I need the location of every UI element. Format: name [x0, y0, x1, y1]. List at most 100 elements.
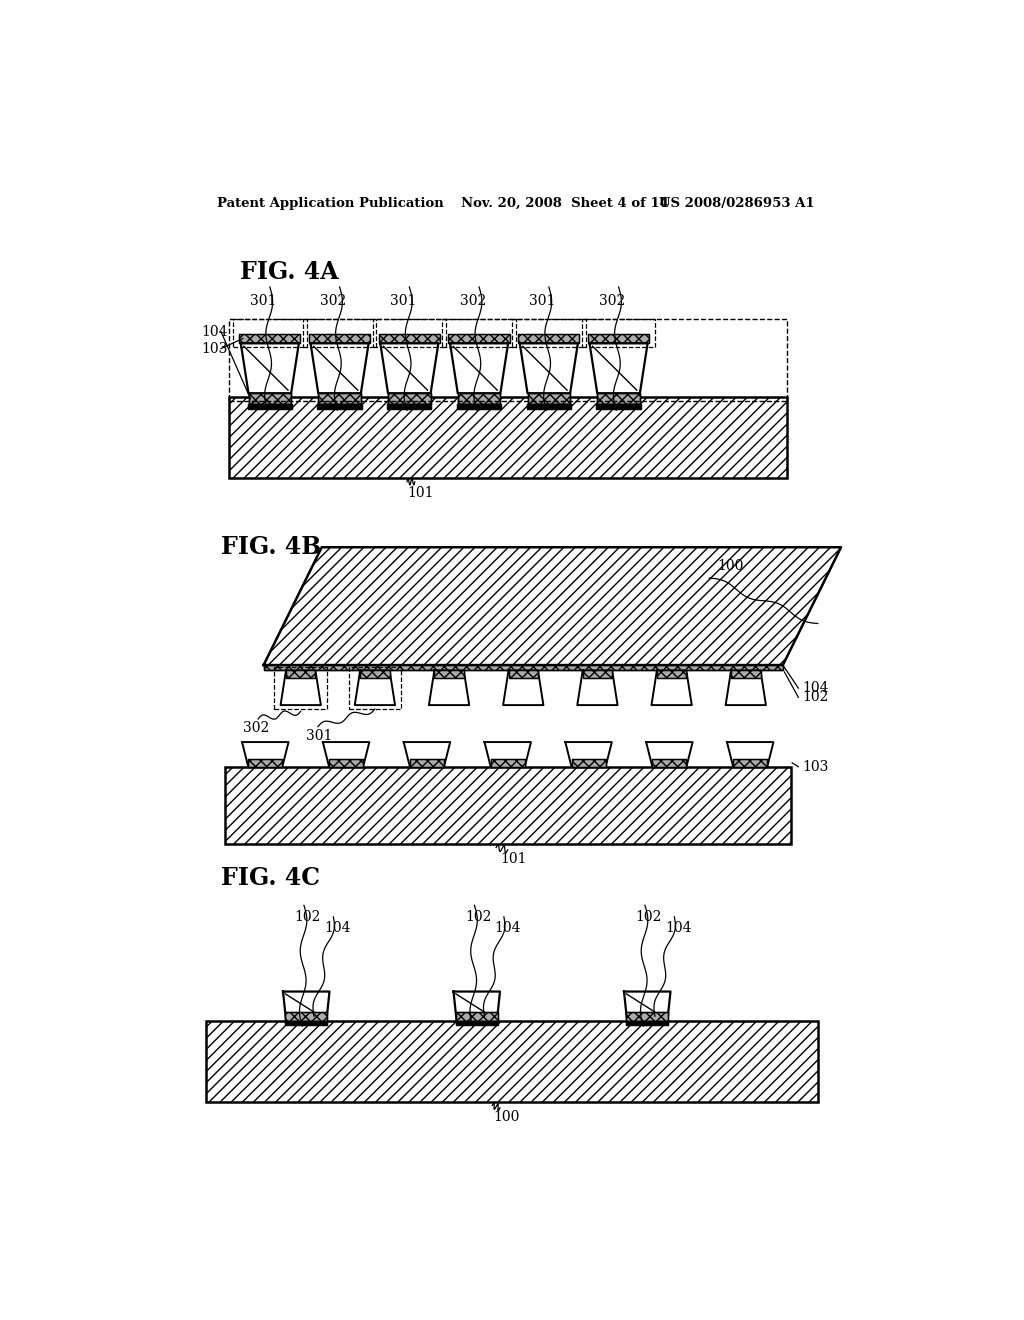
- Polygon shape: [597, 404, 641, 409]
- Polygon shape: [733, 759, 767, 767]
- Polygon shape: [651, 671, 692, 705]
- Text: Nov. 20, 2008  Sheet 4 of 14: Nov. 20, 2008 Sheet 4 of 14: [461, 197, 669, 210]
- Polygon shape: [380, 343, 438, 393]
- Text: 100: 100: [493, 1110, 519, 1125]
- Polygon shape: [456, 1020, 498, 1024]
- Text: FIG. 4B: FIG. 4B: [221, 535, 322, 560]
- Text: 102: 102: [636, 909, 662, 924]
- Polygon shape: [249, 393, 291, 404]
- Polygon shape: [410, 759, 444, 767]
- Text: 102: 102: [802, 690, 828, 705]
- Text: 104: 104: [202, 325, 228, 339]
- Polygon shape: [318, 393, 360, 404]
- Text: 101: 101: [501, 853, 527, 866]
- Polygon shape: [526, 404, 571, 409]
- Bar: [228, 397, 786, 478]
- Polygon shape: [242, 742, 289, 767]
- Polygon shape: [329, 759, 364, 767]
- Bar: [373, 318, 446, 347]
- Bar: [303, 318, 377, 347]
- Polygon shape: [263, 548, 841, 665]
- Text: 103: 103: [202, 342, 228, 355]
- Polygon shape: [379, 334, 440, 343]
- Text: 301: 301: [529, 294, 556, 308]
- Polygon shape: [456, 1011, 498, 1020]
- Polygon shape: [286, 1011, 328, 1020]
- Polygon shape: [588, 334, 649, 343]
- Polygon shape: [449, 334, 510, 343]
- Text: 302: 302: [460, 294, 486, 308]
- Polygon shape: [458, 393, 501, 404]
- Text: FIG. 4C: FIG. 4C: [221, 866, 319, 891]
- Polygon shape: [248, 404, 292, 409]
- Text: 302: 302: [321, 294, 346, 308]
- Polygon shape: [652, 759, 686, 767]
- Polygon shape: [571, 759, 605, 767]
- Text: 301: 301: [251, 294, 276, 308]
- Polygon shape: [403, 742, 451, 767]
- Polygon shape: [360, 671, 389, 678]
- Polygon shape: [241, 343, 299, 393]
- Polygon shape: [281, 671, 321, 705]
- Polygon shape: [727, 742, 773, 767]
- Polygon shape: [518, 334, 580, 343]
- Text: 302: 302: [243, 721, 269, 735]
- Text: 100: 100: [717, 560, 743, 573]
- Polygon shape: [583, 671, 612, 678]
- Text: US 2008/0286953 A1: US 2008/0286953 A1: [658, 197, 814, 210]
- Polygon shape: [597, 393, 640, 404]
- Text: 104: 104: [665, 921, 691, 936]
- Polygon shape: [565, 742, 611, 767]
- Text: 104: 104: [324, 921, 350, 936]
- Text: 301: 301: [306, 729, 333, 743]
- Text: 103: 103: [802, 760, 828, 774]
- Bar: [442, 318, 516, 347]
- Polygon shape: [310, 343, 369, 393]
- Polygon shape: [484, 742, 531, 767]
- Polygon shape: [731, 671, 761, 678]
- Polygon shape: [450, 343, 508, 393]
- Polygon shape: [317, 404, 361, 409]
- Text: 104: 104: [495, 921, 521, 936]
- Bar: [228, 318, 786, 401]
- Bar: [206, 1020, 818, 1102]
- Bar: [582, 318, 655, 347]
- Polygon shape: [434, 671, 464, 678]
- Polygon shape: [388, 393, 431, 404]
- Polygon shape: [590, 343, 647, 393]
- Polygon shape: [527, 393, 570, 404]
- Text: 102: 102: [465, 909, 492, 924]
- Polygon shape: [248, 759, 283, 767]
- Polygon shape: [646, 742, 692, 767]
- Bar: [348, 667, 401, 709]
- Polygon shape: [323, 742, 370, 767]
- Polygon shape: [387, 404, 431, 409]
- Polygon shape: [490, 759, 524, 767]
- Polygon shape: [656, 671, 686, 678]
- Polygon shape: [624, 991, 671, 1020]
- Polygon shape: [263, 665, 783, 671]
- Polygon shape: [286, 671, 315, 678]
- Polygon shape: [578, 671, 617, 705]
- Text: Patent Application Publication: Patent Application Publication: [217, 197, 443, 210]
- Polygon shape: [454, 991, 500, 1020]
- Polygon shape: [509, 671, 538, 678]
- Text: FIG. 4A: FIG. 4A: [241, 260, 339, 284]
- Polygon shape: [627, 1011, 669, 1020]
- Polygon shape: [520, 343, 578, 393]
- Polygon shape: [309, 334, 371, 343]
- Polygon shape: [354, 671, 395, 705]
- Polygon shape: [726, 671, 766, 705]
- Polygon shape: [240, 334, 300, 343]
- Text: 301: 301: [390, 294, 417, 308]
- Polygon shape: [286, 1020, 328, 1024]
- Polygon shape: [429, 671, 469, 705]
- Bar: [512, 318, 586, 347]
- Bar: [225, 767, 791, 843]
- Text: 302: 302: [599, 294, 626, 308]
- Bar: [233, 318, 306, 347]
- Polygon shape: [283, 991, 330, 1020]
- Text: 104: 104: [802, 681, 828, 696]
- Polygon shape: [627, 1020, 669, 1024]
- Text: 101: 101: [408, 486, 434, 500]
